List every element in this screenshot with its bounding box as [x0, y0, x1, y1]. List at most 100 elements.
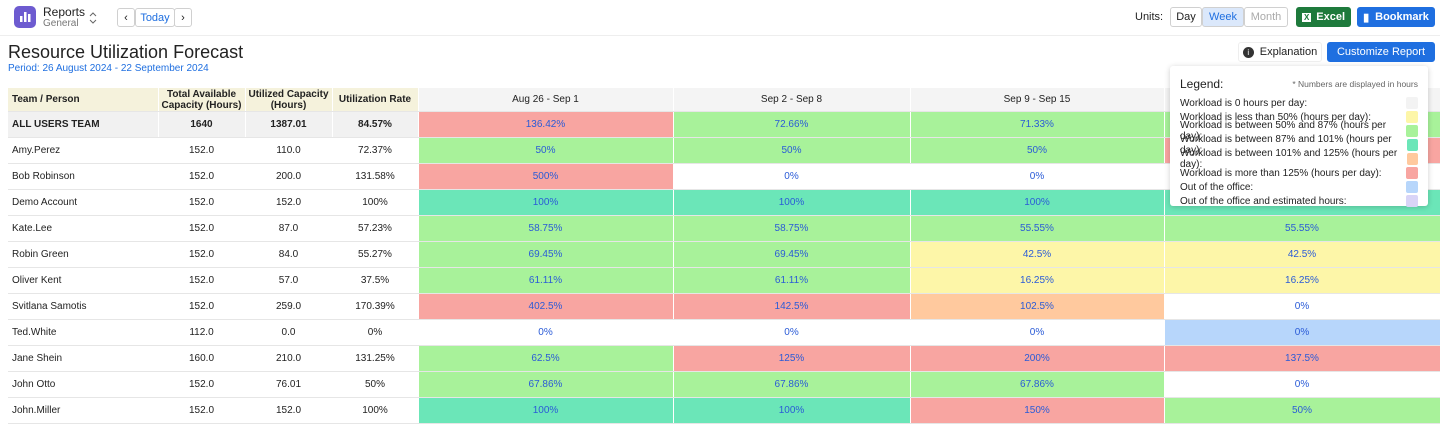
- week-cell: 100%: [673, 189, 911, 216]
- legend-item: Workload is more than 125% (hours per da…: [1180, 166, 1418, 180]
- week-cell: 55.55%: [1164, 215, 1440, 242]
- week-cell: 0%: [1164, 371, 1440, 398]
- table-row: Oliver Kent 152.0 57.0 37.5% 61.11% 61.11% 16.…: [8, 267, 1440, 294]
- bookmark-button[interactable]: ▮ Bookmark: [1357, 7, 1435, 27]
- utilized-capacity: 210.0: [245, 345, 333, 372]
- utilization-rate: 72.37%: [332, 137, 419, 164]
- legend-swatch: [1406, 195, 1418, 207]
- bookmark-icon: ▮: [1363, 11, 1370, 24]
- legend-items: Workload is 0 hours per day: Workload is …: [1180, 96, 1418, 208]
- week-cell: 100%: [910, 189, 1165, 216]
- utilization-rate: 100%: [332, 189, 419, 216]
- total-capacity: 152.0: [158, 215, 246, 242]
- legend-item: Workload is between 101% and 125% (hours…: [1180, 148, 1418, 170]
- week-cell: 69.45%: [418, 241, 674, 268]
- week-cell: 136.42%: [418, 111, 674, 138]
- unit-week[interactable]: Week: [1202, 7, 1244, 27]
- legend-item: Workload is 0 hours per day:: [1180, 96, 1418, 110]
- switch-icon[interactable]: [88, 11, 98, 25]
- customize-button[interactable]: Customize Report: [1327, 42, 1435, 62]
- utilization-rate: 50%: [332, 371, 419, 398]
- app-sub: General: [43, 18, 79, 29]
- person-name: Kate.Lee: [8, 215, 159, 242]
- legend-swatch: [1406, 167, 1418, 179]
- utilization-rate: 170.39%: [332, 293, 419, 320]
- week-cell: 61.11%: [673, 267, 911, 294]
- legend-label: Out of the office:: [1180, 181, 1254, 193]
- total-capacity: 152.0: [158, 241, 246, 268]
- person-name: John.Miller: [8, 397, 159, 424]
- person-name: Amy.Perez: [8, 137, 159, 164]
- week-cell: 0%: [673, 319, 911, 346]
- week-cell: 67.86%: [673, 371, 911, 398]
- excel-button[interactable]: X Excel: [1296, 7, 1351, 27]
- table-row: Jane Shein 160.0 210.0 131.25% 62.5% 125% 200%…: [8, 345, 1440, 372]
- next-button[interactable]: ›: [174, 8, 192, 27]
- utilized-capacity: 0.0: [245, 319, 333, 346]
- week-cell: 61.11%: [418, 267, 674, 294]
- person-name: Ted.White: [8, 319, 159, 346]
- total-capacity: 152.0: [158, 163, 246, 190]
- legend-head: Legend: * Numbers are displayed in hours: [1180, 72, 1418, 96]
- explanation-button[interactable]: i Explanation: [1238, 42, 1322, 62]
- week-cell: 0%: [1164, 319, 1440, 346]
- utilization-rate: 57.23%: [332, 215, 419, 242]
- table-row: Ted.White 112.0 0.0 0% 0% 0% 0% 0%: [8, 319, 1440, 346]
- table-row: Robin Green 152.0 84.0 55.27% 69.45% 69.45% 42…: [8, 241, 1440, 268]
- report-period: Period: 26 August 2024 - 22 September 20…: [8, 63, 209, 74]
- legend-swatch: [1406, 139, 1418, 151]
- total-capacity: 1640: [158, 111, 246, 138]
- column-header: Sep 9 - Sep 15: [910, 88, 1165, 112]
- excel-icon: X: [1301, 12, 1312, 22]
- person-name: Robin Green: [8, 241, 159, 268]
- total-capacity: 152.0: [158, 371, 246, 398]
- table-row: John Otto 152.0 76.01 50% 67.86% 67.86% 67.86%…: [8, 371, 1440, 398]
- week-cell: 0%: [673, 163, 911, 190]
- today-button[interactable]: Today: [135, 8, 175, 27]
- week-cell: 142.5%: [673, 293, 911, 320]
- total-capacity: 160.0: [158, 345, 246, 372]
- unit-day[interactable]: Day: [1170, 7, 1202, 27]
- week-cell: 102.5%: [910, 293, 1165, 320]
- week-cell: 500%: [418, 163, 674, 190]
- utilization-rate: 131.25%: [332, 345, 419, 372]
- utilized-capacity: 57.0: [245, 267, 333, 294]
- legend-item: Out of the office:: [1180, 180, 1418, 194]
- legend-swatch: [1406, 125, 1418, 137]
- week-cell: 50%: [418, 137, 674, 164]
- legend-title: Legend:: [1180, 77, 1224, 91]
- column-header: Total Available Capacity (Hours): [158, 88, 246, 112]
- week-cell: 100%: [418, 189, 674, 216]
- person-name: Oliver Kent: [8, 267, 159, 294]
- week-cell: 0%: [910, 163, 1165, 190]
- week-cell: 137.5%: [1164, 345, 1440, 372]
- week-cell: 50%: [673, 137, 911, 164]
- week-cell: 72.66%: [673, 111, 911, 138]
- unit-month[interactable]: Month: [1244, 7, 1288, 27]
- legend-note: * Numbers are displayed in hours: [1292, 79, 1418, 89]
- week-cell: 0%: [418, 319, 674, 346]
- week-cell: 200%: [910, 345, 1165, 372]
- legend: Legend: * Numbers are displayed in hours…: [1170, 66, 1428, 208]
- legend-label: Workload is more than 125% (hours per da…: [1180, 167, 1382, 179]
- week-cell: 50%: [1164, 397, 1440, 424]
- week-cell: 150%: [910, 397, 1165, 424]
- total-capacity: 152.0: [158, 137, 246, 164]
- person-name: Svitlana Samotis: [8, 293, 159, 320]
- utilized-capacity: 152.0: [245, 397, 333, 424]
- column-header: Team / Person: [8, 88, 159, 112]
- prev-button[interactable]: ‹: [117, 8, 135, 27]
- bookmark-label: Bookmark: [1375, 11, 1429, 23]
- week-cell: 50%: [910, 137, 1165, 164]
- total-capacity: 152.0: [158, 267, 246, 294]
- week-cell: 16.25%: [910, 267, 1165, 294]
- utilization-rate: 0%: [332, 319, 419, 346]
- app-name[interactable]: Reports: [43, 5, 86, 19]
- person-name: Demo Account: [8, 189, 159, 216]
- legend-item: Workload is between 50% and 87% (hours p…: [1180, 120, 1418, 142]
- week-cell: 16.25%: [1164, 267, 1440, 294]
- utilized-capacity: 110.0: [245, 137, 333, 164]
- column-header: Sep 2 - Sep 8: [673, 88, 911, 112]
- utilized-capacity: 259.0: [245, 293, 333, 320]
- legend-label: Workload is between 87% and 101% (hours …: [1180, 134, 1392, 156]
